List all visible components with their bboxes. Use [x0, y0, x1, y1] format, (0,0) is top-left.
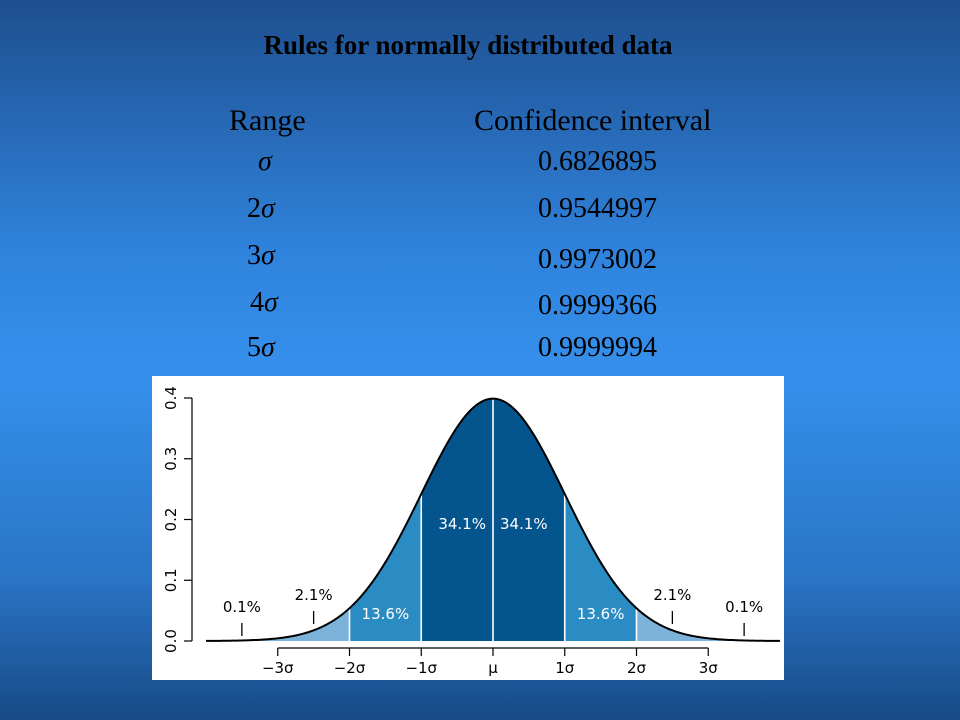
confidence-cell-3: 0.9973002 [538, 244, 657, 275]
page-title: Rules for normally distributed data [263, 30, 673, 60]
region-label-1: 0.1% [223, 598, 261, 616]
confidence-cell-2: 0.9544997 [538, 193, 657, 224]
confidence-cell-5: 0.9999994 [538, 332, 657, 363]
x-tick-label: μ [488, 659, 498, 677]
region-label-4: 34.1% [438, 515, 486, 533]
chart-svg: 0.0 0.1 0.2 0.3 0.4 −3σ −2σ −1σ μ 1σ 2σ 3σ 0.1% 2.1%… [162, 386, 781, 677]
x-tick-label: −2σ [334, 659, 366, 677]
region-label-2: 2.1% [295, 586, 333, 604]
density-curve [205, 397, 781, 642]
range-cell-3: 3σ [247, 240, 275, 271]
region-label-6: 13.6% [577, 605, 625, 623]
y-tick-label: 0.1 [162, 568, 180, 592]
x-tick-label: 1σ [555, 659, 575, 677]
x-tick-label: −3σ [262, 659, 294, 677]
y-tick-label: 0.2 [162, 508, 180, 532]
normal-distribution-chart: 0.0 0.1 0.2 0.3 0.4 −3σ −2σ −1σ μ 1σ 2σ 3σ 0.1% 2.1%… [152, 376, 784, 680]
region-label-5: 34.1% [500, 515, 548, 533]
confidence-column-header: Confidence interval [474, 104, 712, 137]
range-cell-2: 2σ [247, 193, 275, 224]
y-tick-label: 0.0 [162, 629, 180, 653]
region-band-7 [636, 608, 709, 641]
range-cell-1: σ [258, 146, 272, 177]
range-cell-4: 4σ [250, 287, 278, 318]
range-cell-5: 5σ [247, 332, 275, 363]
confidence-cell-4: 0.9999366 [538, 290, 657, 321]
region-label-8: 0.1% [725, 598, 763, 616]
y-tick-label: 0.4 [162, 386, 180, 410]
x-tick-label: 3σ [699, 659, 719, 677]
confidence-cell-1: 0.6826895 [538, 146, 657, 177]
region-label-7: 2.1% [653, 586, 691, 604]
region-label-3: 13.6% [362, 605, 410, 623]
region-band-2 [277, 608, 350, 641]
y-tick-label: 0.3 [162, 447, 180, 471]
x-tick-label: −1σ [405, 659, 437, 677]
range-column-header: Range [229, 104, 306, 137]
x-tick-label: 2σ [627, 659, 647, 677]
